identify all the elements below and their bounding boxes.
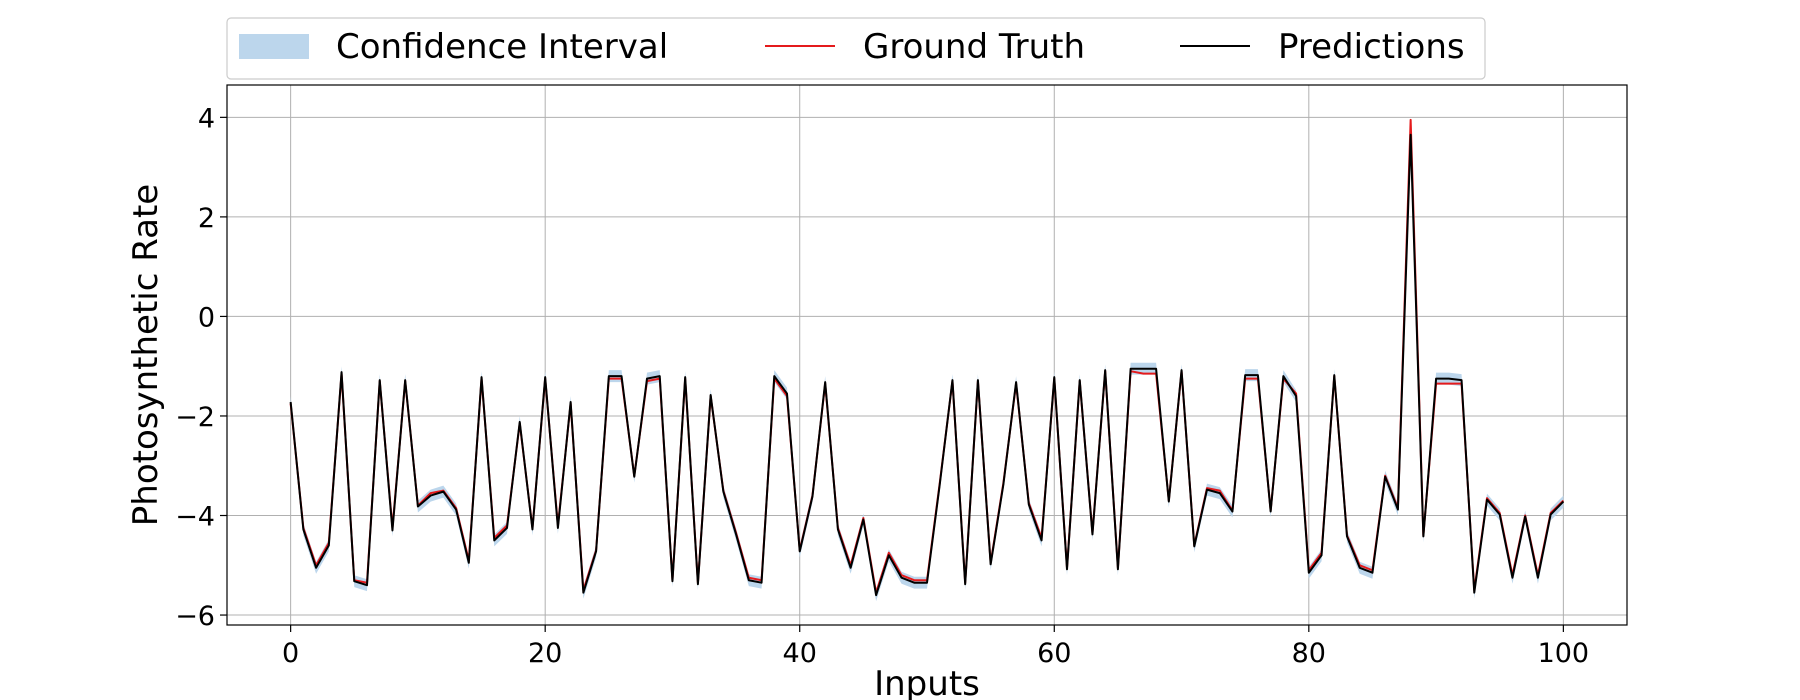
plot-area bbox=[227, 85, 1627, 625]
x-tick-label: 80 bbox=[1292, 638, 1326, 669]
series-lines-layer bbox=[289, 118, 1565, 597]
predictions-line bbox=[289, 133, 1565, 597]
x-tick-label: 0 bbox=[282, 638, 299, 669]
y-tick-label: −2 bbox=[175, 402, 215, 433]
legend-label-predictions: Predictions bbox=[1278, 27, 1465, 67]
legend-box bbox=[226, 17, 1486, 80]
legend-label-ground-truth: Ground Truth bbox=[863, 27, 1085, 67]
y-tick-label: −4 bbox=[175, 502, 215, 533]
legend: Confidence Interval Ground Truth Predict… bbox=[226, 17, 1486, 80]
y-tick-label: 4 bbox=[198, 103, 215, 134]
y-tick-label: 0 bbox=[198, 302, 215, 333]
x-tick-label: 20 bbox=[528, 638, 562, 669]
plot-frame bbox=[226, 84, 1628, 626]
y-axis-ticks: −6 −4 −2 0 2 4 bbox=[175, 103, 227, 632]
grid-lines bbox=[227, 85, 1627, 625]
y-tick-label: −6 bbox=[175, 601, 215, 632]
y-tick-label: 2 bbox=[198, 203, 215, 234]
legend-swatch-confidence-interval bbox=[239, 34, 309, 59]
x-tick-label: 40 bbox=[783, 638, 817, 669]
legend-label-confidence-interval: Confidence Interval bbox=[336, 27, 668, 67]
x-tick-label: 60 bbox=[1037, 638, 1071, 669]
x-axis-label: Inputs bbox=[874, 664, 980, 700]
y-axis-label: Photosynthetic Rate bbox=[126, 184, 166, 526]
x-axis-ticks: 0 20 40 60 80 100 bbox=[282, 625, 1589, 669]
x-tick-label: 100 bbox=[1538, 638, 1590, 669]
